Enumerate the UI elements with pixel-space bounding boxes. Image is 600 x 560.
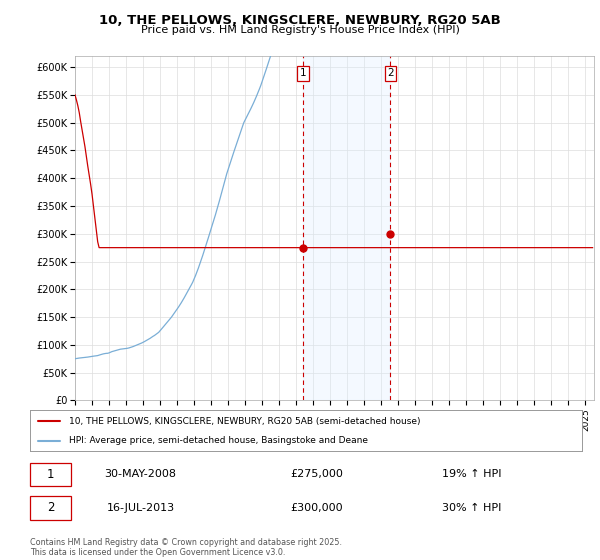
Text: Contains HM Land Registry data © Crown copyright and database right 2025.
This d: Contains HM Land Registry data © Crown c… xyxy=(30,538,342,557)
Text: HPI: Average price, semi-detached house, Basingstoke and Deane: HPI: Average price, semi-detached house,… xyxy=(68,436,368,445)
Text: 2: 2 xyxy=(387,68,394,78)
FancyBboxPatch shape xyxy=(30,463,71,486)
Text: £275,000: £275,000 xyxy=(290,469,343,479)
Text: Price paid vs. HM Land Registry's House Price Index (HPI): Price paid vs. HM Land Registry's House … xyxy=(140,25,460,35)
Text: £300,000: £300,000 xyxy=(291,503,343,513)
Text: 1: 1 xyxy=(300,68,307,78)
FancyBboxPatch shape xyxy=(30,496,71,520)
Text: 19% ↑ HPI: 19% ↑ HPI xyxy=(442,469,502,479)
Text: 2: 2 xyxy=(47,501,54,515)
Text: 10, THE PELLOWS, KINGSCLERE, NEWBURY, RG20 5AB: 10, THE PELLOWS, KINGSCLERE, NEWBURY, RG… xyxy=(99,14,501,27)
Text: 16-JUL-2013: 16-JUL-2013 xyxy=(106,503,175,513)
Text: 30% ↑ HPI: 30% ↑ HPI xyxy=(442,503,501,513)
Text: 30-MAY-2008: 30-MAY-2008 xyxy=(104,469,176,479)
Text: 10, THE PELLOWS, KINGSCLERE, NEWBURY, RG20 5AB (semi-detached house): 10, THE PELLOWS, KINGSCLERE, NEWBURY, RG… xyxy=(68,417,420,426)
Bar xyxy=(303,56,391,400)
Text: 1: 1 xyxy=(47,468,54,481)
